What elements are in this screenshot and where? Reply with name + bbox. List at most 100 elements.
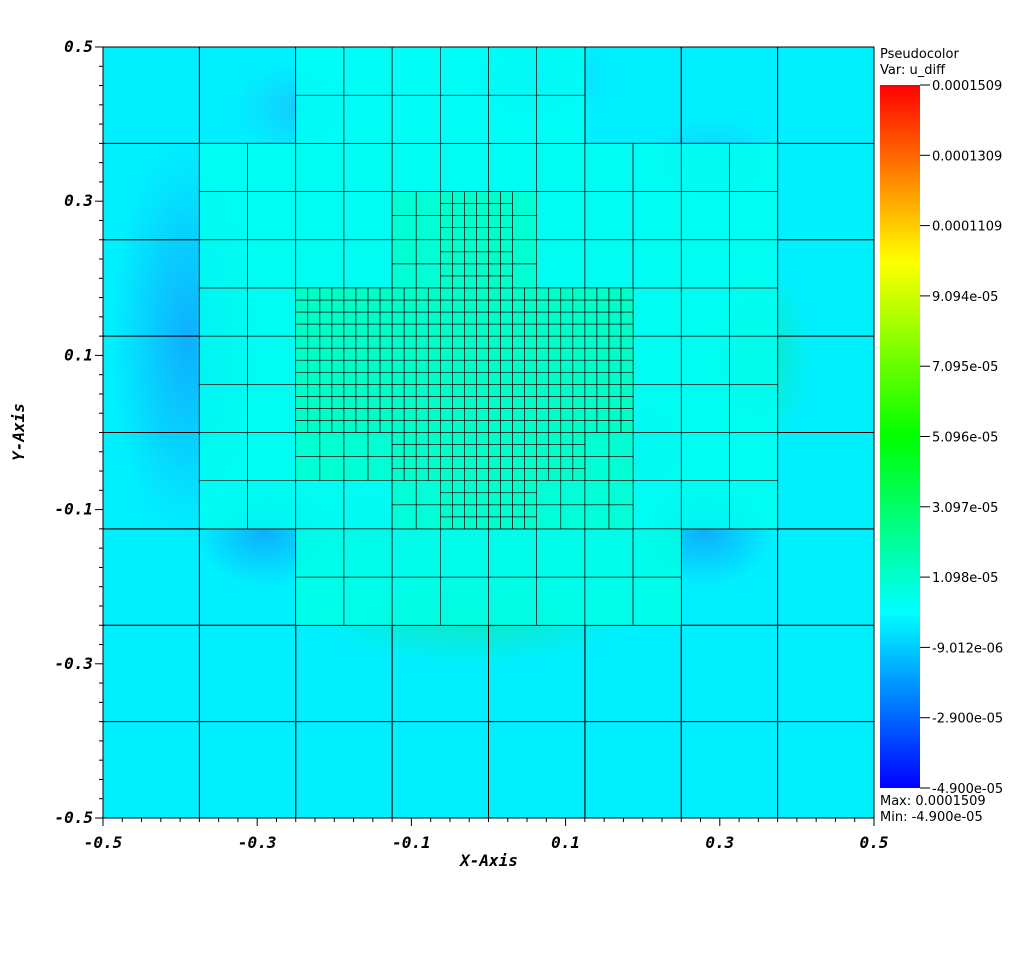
grid-cell: [416, 481, 440, 505]
grid-cell: [344, 288, 356, 300]
grid-cell: [320, 384, 332, 396]
grid-cell: [513, 420, 525, 432]
grid-cell: [729, 336, 777, 384]
grid-cell: [344, 300, 356, 312]
legend-var-label: Var: u_diff: [880, 63, 946, 78]
grid-cell: [597, 396, 609, 408]
grid-cell: [344, 324, 356, 336]
y-tick-label: -0.3: [54, 654, 93, 673]
grid-cell: [332, 396, 344, 408]
grid-cell: [489, 348, 501, 360]
grid-cell: [440, 493, 452, 505]
grid-cell: [501, 481, 513, 493]
grid-cell: [452, 324, 464, 336]
grid-cell: [585, 348, 597, 360]
grid-cell: [501, 348, 513, 360]
grid-cell: [501, 288, 513, 300]
grid-cell: [489, 95, 537, 143]
grid-cell: [525, 372, 537, 384]
grid-cell: [489, 505, 501, 517]
grid-cell: [464, 204, 476, 216]
grid-cell: [513, 445, 525, 457]
grid-cell: [452, 384, 464, 396]
grid-cell: [464, 469, 476, 481]
grid-cell: [464, 312, 476, 324]
grid-cell: [380, 420, 392, 432]
grid-cell: [525, 505, 537, 517]
grid-cell: [440, 216, 452, 228]
grid-cell: [476, 348, 488, 360]
grid-cell: [380, 324, 392, 336]
grid-cell: [729, 433, 777, 481]
grid-cell: [344, 192, 392, 240]
grid-cell: [452, 408, 464, 420]
x-tick-label: 0.3: [705, 833, 734, 852]
grid-cell: [489, 445, 501, 457]
grid-cell: [440, 469, 452, 481]
grid-cell: [380, 372, 392, 384]
grid-cell: [308, 372, 320, 384]
grid-cell: [561, 336, 573, 348]
grid-cell: [440, 95, 488, 143]
grid-cell: [356, 396, 368, 408]
grid-cell: [344, 312, 356, 324]
grid-cell: [561, 481, 585, 505]
grid-cell: [464, 384, 476, 396]
grid-cell: [537, 420, 549, 432]
grid-cell: [344, 47, 392, 95]
grid-cell: [464, 493, 476, 505]
grid-cell: [440, 300, 452, 312]
grid-cell: [537, 529, 585, 577]
grid-cell: [428, 469, 440, 481]
grid-cell: [368, 312, 380, 324]
grid-cell: [537, 312, 549, 324]
grid-cell: [537, 192, 585, 240]
grid-cell: [416, 360, 428, 372]
grid-cell: [440, 252, 452, 264]
grid-cell: [561, 457, 573, 469]
grid-cell: [537, 143, 585, 191]
grid-cell: [525, 517, 537, 529]
grid-cell: [392, 396, 404, 408]
grid-cell: [344, 95, 392, 143]
grid-cell: [344, 481, 392, 529]
grid-cell: [320, 420, 332, 432]
grid-cell: [320, 408, 332, 420]
grid-cell: [440, 204, 452, 216]
grid-cell: [549, 348, 561, 360]
grid-cell: [464, 192, 476, 204]
grid-cell: [729, 240, 777, 288]
grid-cell: [573, 312, 585, 324]
grid-cell: [320, 324, 332, 336]
grid-cell: [356, 336, 368, 348]
grid-cell: [513, 240, 537, 264]
grid-cell: [248, 288, 296, 336]
grid-cell: [452, 457, 464, 469]
grid-cell: [476, 493, 488, 505]
grid-cell: [416, 505, 440, 529]
grid-cell: [513, 481, 525, 493]
grid-cell: [368, 348, 380, 360]
grid-cell: [501, 312, 513, 324]
grid-cell: [729, 143, 777, 191]
grid-cell: [199, 192, 247, 240]
grid-cell: [404, 457, 416, 469]
grid-cell: [296, 372, 308, 384]
grid-cell: [609, 505, 633, 529]
grid-cell: [308, 348, 320, 360]
grid-cell: [440, 445, 452, 457]
grid-cell: [199, 336, 247, 384]
grid-cell: [296, 396, 308, 408]
grid-cell: [368, 433, 392, 457]
x-tick-label: -0.5: [84, 833, 123, 852]
grid-cell: [320, 372, 332, 384]
grid-cell: [452, 216, 464, 228]
grid-cell: [489, 204, 501, 216]
grid-cell: [597, 336, 609, 348]
grid-cell: [561, 505, 585, 529]
grid-cell: [585, 336, 597, 348]
grid-cell: [380, 288, 392, 300]
grid-cell: [464, 408, 476, 420]
grid-cell: [573, 384, 585, 396]
grid-cell: [573, 396, 585, 408]
